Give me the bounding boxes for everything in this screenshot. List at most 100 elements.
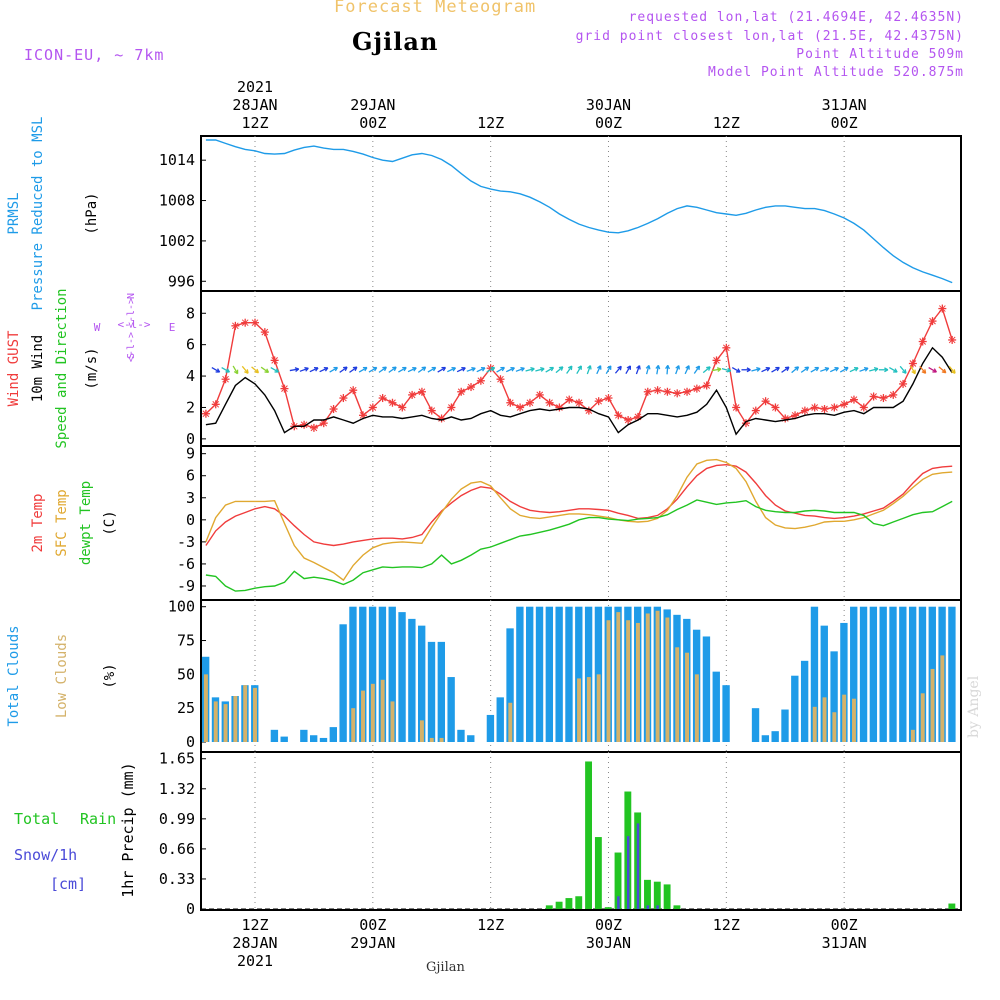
side-label: Low Clouds xyxy=(54,634,70,718)
wind-direction-arrow xyxy=(625,365,632,375)
wind-direction-arrow xyxy=(496,366,505,373)
y-tick-label: 996 xyxy=(168,272,195,290)
wind-direction-arrow xyxy=(702,366,711,374)
time-label-bottom: 30JAN xyxy=(586,934,631,952)
gust-marker xyxy=(349,386,358,395)
total-clouds-bar xyxy=(535,606,544,742)
total-clouds-bar xyxy=(869,606,878,742)
wind-direction-arrow xyxy=(417,366,427,373)
gust-marker xyxy=(800,406,809,415)
total-clouds-bar xyxy=(368,606,377,742)
gust-marker xyxy=(408,390,417,399)
gust-marker xyxy=(545,398,554,407)
total-clouds-bar xyxy=(889,606,897,742)
snow-bar xyxy=(636,823,640,909)
total-clouds-bar xyxy=(526,606,534,742)
total-clouds-bar xyxy=(506,628,514,742)
y-tick-label: 1.65 xyxy=(159,750,195,768)
gust-marker xyxy=(555,403,564,412)
gust-marker xyxy=(231,321,240,330)
wind-direction-arrow xyxy=(693,365,701,374)
time-label-bottom: 00Z xyxy=(359,916,386,934)
low-clouds-bar xyxy=(616,612,621,742)
wind-direction-arrow xyxy=(859,367,869,372)
gust-marker xyxy=(751,406,760,415)
wind-direction-arrow xyxy=(319,366,329,373)
total-clouds-bar xyxy=(280,736,288,742)
gust-marker xyxy=(653,386,662,395)
low-clouds-bar xyxy=(675,647,680,742)
temp-2m-line xyxy=(205,463,953,547)
y-tick-label: 3 xyxy=(186,489,195,507)
gust-marker xyxy=(496,375,505,384)
time-label-bottom: 31JAN xyxy=(822,934,867,952)
wind-direction-arrow xyxy=(211,366,221,373)
wind-direction-arrow xyxy=(741,367,751,373)
low-clouds-bar xyxy=(694,674,699,742)
gust-marker xyxy=(211,400,220,409)
gust-marker xyxy=(879,394,888,403)
gust-marker xyxy=(594,397,603,406)
wind-direction-arrow xyxy=(505,366,515,373)
low-clouds-bar xyxy=(361,690,365,742)
low-clouds-bar xyxy=(419,720,424,742)
gust-marker xyxy=(516,403,525,412)
total-clouds-bar xyxy=(761,735,770,742)
wind-direction-arrow xyxy=(427,366,437,373)
wind-direction-arrow xyxy=(910,365,916,375)
total-clouds-bar xyxy=(467,735,475,742)
compass-ns-lower: <-l-> xyxy=(126,332,137,362)
panel-3: -9 -6 -3 0 3 6 9 2m Temp SFC Temp dewpt Temp (C) xyxy=(30,445,962,601)
low-clouds-bar xyxy=(832,712,837,742)
total-clouds-bar xyxy=(781,709,789,742)
total-clouds-bar xyxy=(820,625,828,742)
gust-marker xyxy=(869,392,878,401)
time-label-bottom: 2021 xyxy=(237,952,273,970)
gust-marker xyxy=(457,387,466,396)
rain-bar xyxy=(653,881,661,909)
gust-marker xyxy=(575,398,584,407)
wind-direction-arrow xyxy=(781,366,790,373)
total-clouds-bar xyxy=(918,606,927,742)
wind-direction-arrow xyxy=(731,366,741,373)
gust-marker xyxy=(928,317,937,326)
y-tick-label: 1.32 xyxy=(159,780,195,798)
low-clouds-bar xyxy=(645,613,650,742)
time-label-top: 12Z xyxy=(477,114,504,132)
wind-direction-arrow xyxy=(339,366,348,373)
gust-marker xyxy=(643,387,652,396)
wind-direction-arrow xyxy=(525,367,535,372)
wind-direction-arrow xyxy=(566,365,573,374)
wind-direction-arrow xyxy=(289,367,300,373)
low-clouds-bar xyxy=(508,702,513,742)
low-clouds-bar xyxy=(370,683,375,742)
wind-direction-arrow xyxy=(407,366,417,373)
total-clouds-bar xyxy=(270,729,279,742)
wind-direction-arrow xyxy=(721,367,732,373)
gust-marker xyxy=(565,395,574,404)
point-altitude: Point Altitude 509m xyxy=(796,47,964,62)
total-clouds-bar xyxy=(408,618,416,742)
total-clouds-bar xyxy=(486,714,495,742)
total-clouds-bar xyxy=(840,622,848,742)
panel-frame xyxy=(200,135,962,292)
gust-marker xyxy=(859,403,868,412)
wind-direction-arrow xyxy=(586,365,592,375)
side-label: Pressure Reduced to MSL xyxy=(30,117,46,311)
time-label-top: 00Z xyxy=(359,114,386,132)
wind-direction-arrow xyxy=(596,365,602,375)
rain-bar xyxy=(948,903,956,909)
wind-direction-arrow xyxy=(810,366,820,373)
gust-marker xyxy=(712,356,721,365)
gust-marker xyxy=(771,403,780,412)
rain-bar xyxy=(663,884,671,909)
y-tick-label: -9 xyxy=(177,577,195,595)
y-tick-label: 0.99 xyxy=(159,810,195,828)
total-clouds-bar xyxy=(879,606,887,742)
compass-we-arrow: <-l-> xyxy=(117,318,150,331)
gust-marker xyxy=(476,376,485,385)
side-label: Snow/1h xyxy=(14,846,77,864)
gust-marker xyxy=(260,328,269,337)
